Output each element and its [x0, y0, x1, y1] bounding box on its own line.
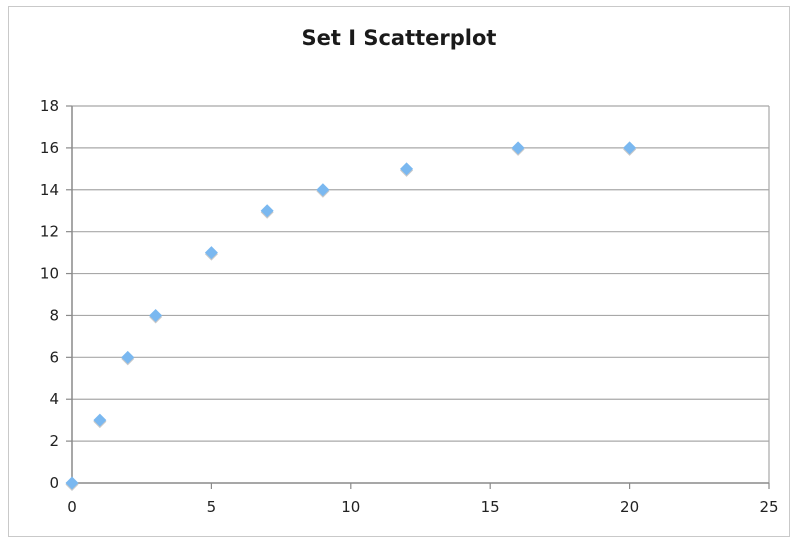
chart-frame: [8, 6, 790, 537]
data-point: [260, 204, 274, 219]
data-point-marker: [121, 350, 135, 364]
data-point-marker: [511, 141, 525, 155]
data-point: [121, 350, 135, 366]
data-point-marker: [623, 141, 637, 155]
data-point-marker: [316, 183, 330, 197]
y-tick-label: 14: [40, 181, 59, 199]
data-point-marker: [65, 476, 79, 490]
x-tick-label: 20: [620, 498, 639, 516]
y-tick-label: 0: [49, 474, 59, 492]
x-tick-label: 15: [481, 498, 500, 516]
chart-title: Set I Scatterplot: [301, 26, 497, 50]
tick-labels: 0 2 4 6 8 10 12 14 16 18 0 5 10 15 20 25: [40, 97, 779, 516]
data-point: [93, 413, 107, 429]
data-point: [316, 183, 330, 198]
x-tick-label: 0: [67, 498, 77, 516]
data-point: [65, 476, 79, 491]
data-point-marker: [400, 162, 414, 176]
data-point-marker: [93, 413, 107, 427]
y-tick-label: 2: [49, 432, 59, 450]
data-point: [204, 246, 218, 261]
y-tick-label: 10: [40, 265, 59, 283]
x-tick-label: 25: [759, 498, 778, 516]
data-point-marker: [149, 308, 163, 322]
data-point: [623, 141, 637, 156]
data-point: [400, 162, 414, 177]
gridlines: [72, 105, 770, 483]
y-tick-label: 8: [49, 306, 59, 324]
data-point: [149, 308, 163, 324]
data-point: [511, 141, 525, 156]
x-tick-label: 5: [207, 498, 217, 516]
data-points: [65, 141, 637, 491]
y-tick-label: 6: [49, 348, 59, 366]
data-point-marker: [204, 246, 218, 260]
y-tick-label: 4: [49, 390, 59, 408]
y-tick-label: 18: [40, 97, 59, 115]
data-point-marker: [260, 204, 274, 218]
x-tick-label: 10: [341, 498, 360, 516]
axes: [66, 105, 770, 489]
y-tick-label: 12: [40, 223, 59, 241]
y-tick-label: 16: [40, 139, 59, 157]
